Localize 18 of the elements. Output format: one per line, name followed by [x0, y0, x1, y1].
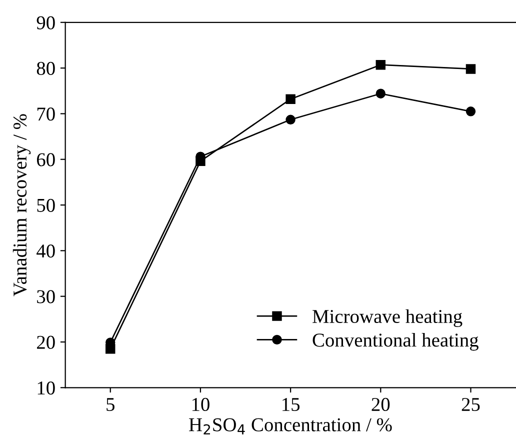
- x-tick-label: 10: [192, 398, 210, 412]
- y-tick-label: 70: [37, 108, 55, 121]
- y-tick-label: 30: [37, 290, 55, 304]
- y-tick-label: 50: [37, 198, 55, 212]
- x-tick-label: 20: [372, 398, 390, 412]
- y-tick-label: 80: [36, 62, 55, 75]
- y-axis-title: Vanadium recovery / %: [12, 114, 31, 296]
- y-tick-label: 10: [38, 381, 55, 395]
- legend-label: Microwave heating: [312, 309, 462, 328]
- x-tick-label: 25: [462, 398, 480, 412]
- y-tick-label: 20: [37, 336, 55, 349]
- x-axis-title: H$_{2}$SO$_{4}$ Concentration / %: [189, 418, 392, 434]
- legend-label: Conventional heating: [312, 333, 478, 351]
- x-tick-label: 5: [106, 398, 114, 412]
- y-tick-label: 90: [36, 16, 55, 30]
- y-tick-label: 40: [36, 244, 55, 258]
- y-tick-label: 60: [36, 153, 55, 166]
- x-tick-label: 15: [282, 398, 300, 412]
